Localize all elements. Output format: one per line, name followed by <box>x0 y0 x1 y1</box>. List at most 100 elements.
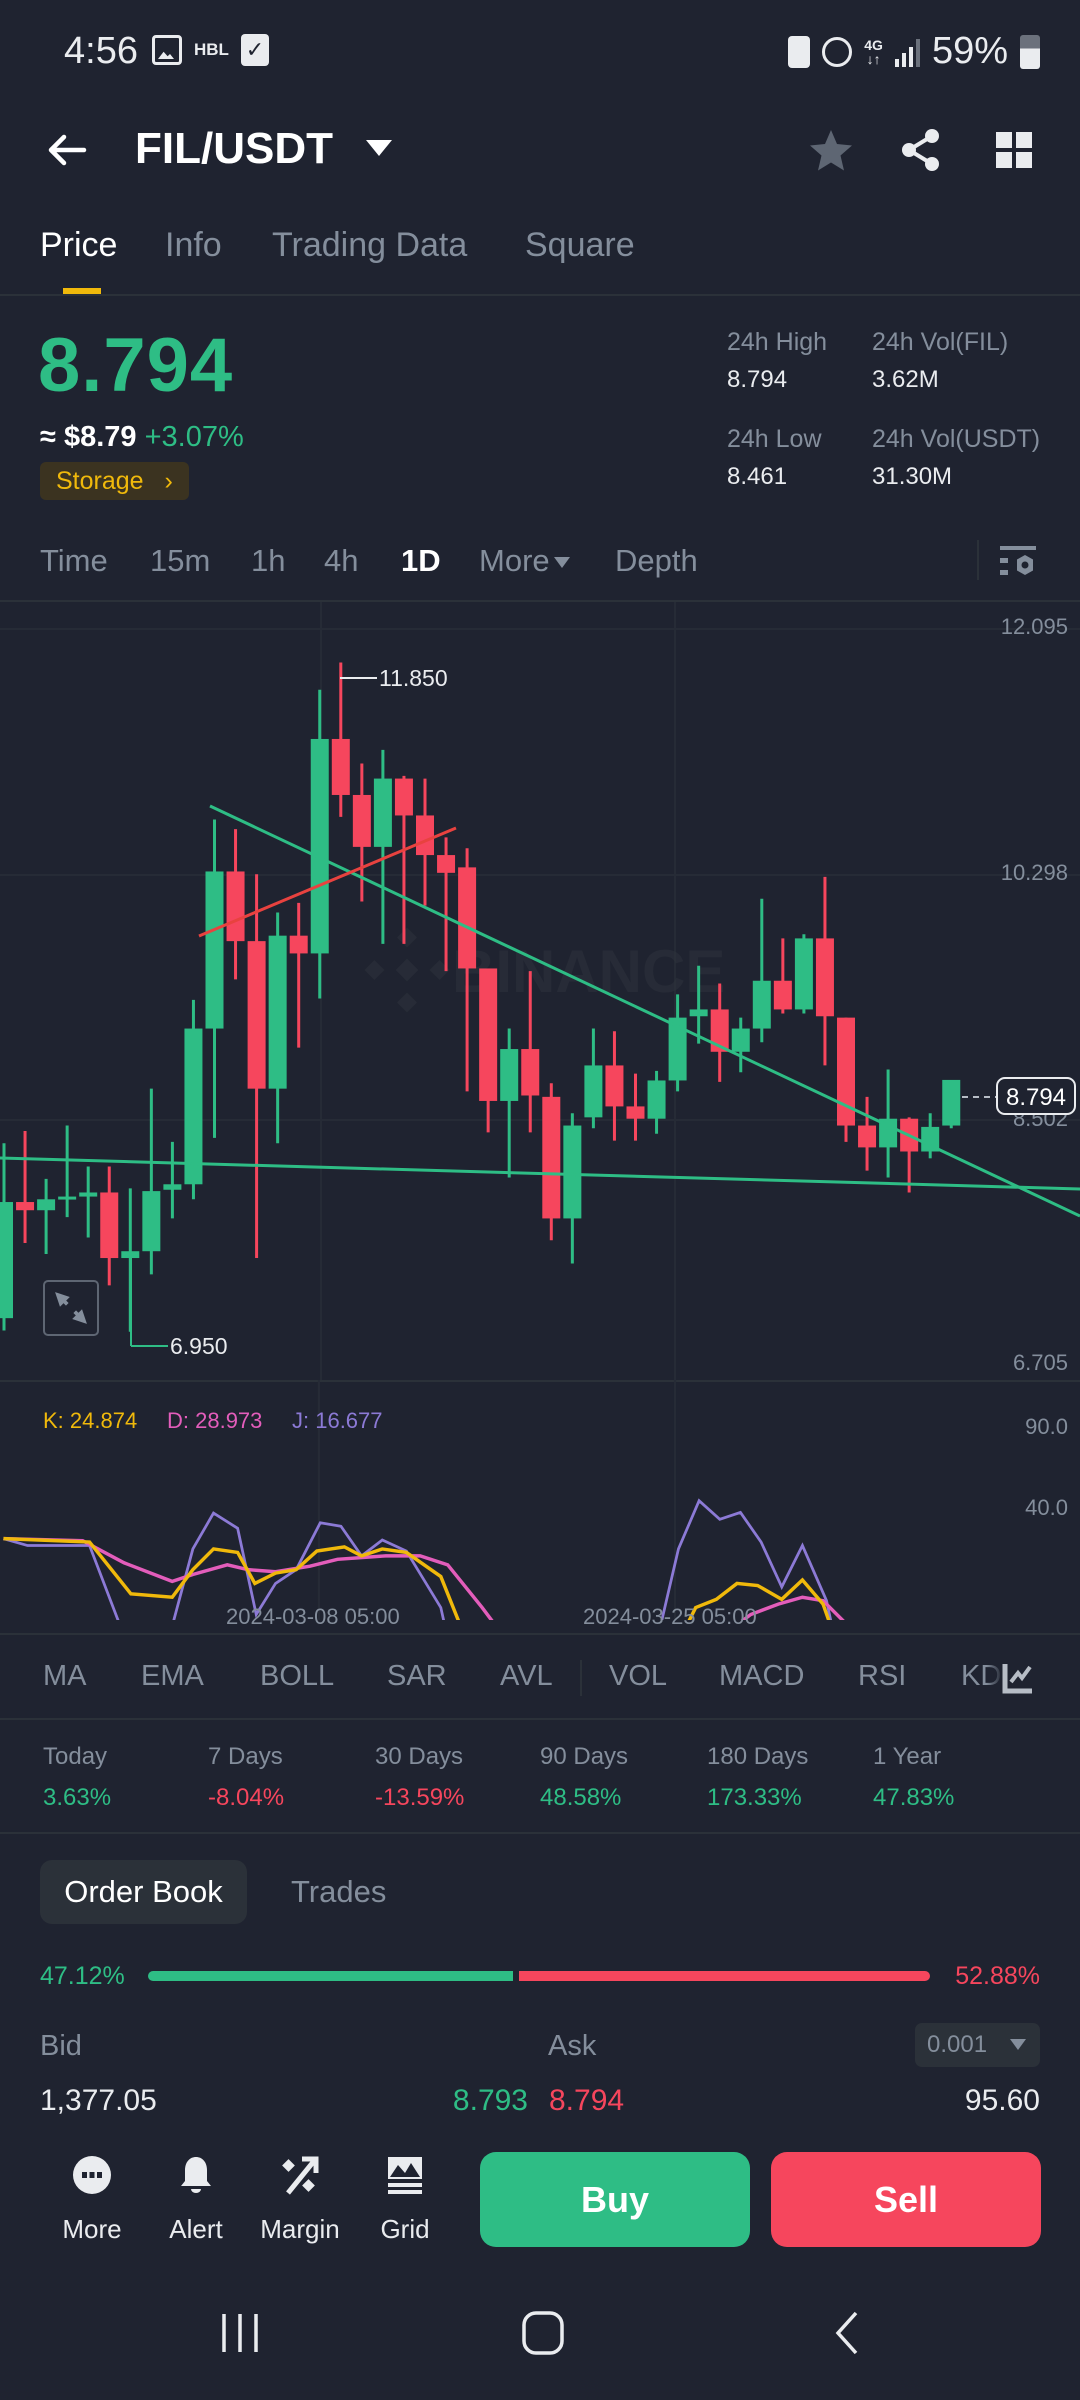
precision-select[interactable]: 0.001 <box>915 2023 1040 2067</box>
ask-price[interactable]: 8.794 <box>549 2084 625 2117</box>
buy-button[interactable]: Buy <box>480 2152 750 2247</box>
trendlines[interactable] <box>0 804 1080 1218</box>
precision-value: 0.001 <box>927 2031 988 2058</box>
candle-body <box>731 1028 750 1052</box>
interval-1h[interactable]: 1h <box>251 543 286 578</box>
bid-ratio-bar <box>148 1971 514 1981</box>
interval-15m[interactable]: 15m <box>150 543 211 578</box>
more-label: More <box>62 2214 122 2244</box>
svg-text:6.950: 6.950 <box>170 1333 228 1359</box>
performance-value: 48.58% <box>540 1784 622 1811</box>
binance-watermark: BINANCE <box>364 927 725 1013</box>
candle-body <box>794 938 813 1010</box>
star-icon[interactable] <box>807 126 855 174</box>
indicator-rsi[interactable]: RSI <box>858 1660 907 1692</box>
candle-body <box>289 935 308 954</box>
divider <box>0 1718 1080 1720</box>
grid-layout-icon[interactable] <box>990 126 1038 174</box>
performance-label: Today <box>43 1743 108 1770</box>
candle-body <box>58 1196 77 1200</box>
interval-more-label: More <box>479 543 550 578</box>
candlestick-chart[interactable]: BINANCE 11.850 6.950 <box>0 602 1080 1380</box>
price-subline: ≈ $8.79 +3.07% <box>40 421 244 454</box>
high-marker: 11.850 <box>340 665 448 691</box>
low-label: 24h Low <box>727 425 822 453</box>
tab-info[interactable]: Info <box>165 226 222 264</box>
tab-trades[interactable]: Trades <box>291 1874 387 1909</box>
indicator-vol[interactable]: VOL <box>609 1660 668 1692</box>
date-label: 2024-03-08 05:00 <box>226 1604 400 1629</box>
interval-depth[interactable]: Depth <box>615 543 698 578</box>
low-marker: 6.950 <box>130 1258 228 1359</box>
storage-tag[interactable]: Storage › <box>40 462 189 500</box>
interval-more[interactable]: More <box>479 543 570 579</box>
active-tab-indicator <box>63 288 101 295</box>
candle-body <box>394 778 413 816</box>
d-line <box>3 1536 845 1620</box>
sell-button[interactable]: Sell <box>771 2152 1041 2247</box>
vol-base-value: 3.62M <box>872 366 939 393</box>
price-axis-label: 12.095 <box>1000 614 1068 639</box>
ask-ratio: 52.88% <box>955 1962 1040 1990</box>
indicator-ema[interactable]: EMA <box>141 1660 204 1692</box>
share-icon[interactable] <box>897 126 945 174</box>
trendline[interactable] <box>0 1156 1080 1191</box>
divider <box>0 1832 1080 1834</box>
interval-1d[interactable]: 1D <box>401 543 441 578</box>
d-value: D: 28.973 <box>167 1408 263 1433</box>
gallery-notification-icon <box>152 35 182 65</box>
caret-down-icon <box>553 557 570 569</box>
bid-ratio: 47.12% <box>40 1962 125 1990</box>
ask-quantity: 95.60 <box>964 2084 1040 2117</box>
trendline[interactable] <box>198 826 457 938</box>
indicator-kdj[interactable]: KD <box>961 1660 1002 1692</box>
candle-body <box>479 968 498 1101</box>
kdj-indicator-chart <box>3 1380 845 1620</box>
indicator-ma[interactable]: MA <box>43 1660 87 1692</box>
margin-button[interactable]: Margin <box>250 2155 350 2245</box>
candle-body <box>773 980 792 1010</box>
back-arrow-icon[interactable] <box>44 128 88 172</box>
trendline[interactable] <box>209 804 1080 1218</box>
divider <box>977 540 979 580</box>
alert-button[interactable]: Alert <box>146 2155 246 2245</box>
interval-time[interactable]: Time <box>40 543 108 578</box>
interval-4h[interactable]: 4h <box>324 543 359 578</box>
bell-icon <box>181 2157 211 2193</box>
tab-order-book[interactable]: Order Book <box>40 1860 247 1924</box>
tab-square[interactable]: Square <box>525 226 635 264</box>
fullscreen-expand-icon[interactable] <box>43 1280 99 1336</box>
candle-body <box>458 867 477 969</box>
candle-body <box>268 935 287 1089</box>
caret-down-icon <box>1010 2039 1026 2050</box>
indicator-boll[interactable]: BOLL <box>260 1660 335 1692</box>
indicator-macd[interactable]: MACD <box>719 1660 805 1692</box>
more-button[interactable]: More <box>42 2155 142 2245</box>
indicator-settings-icon[interactable] <box>1002 1662 1034 1694</box>
grid-button[interactable]: Grid <box>355 2155 455 2245</box>
alarm-icon <box>822 36 853 67</box>
tab-price[interactable]: Price <box>40 226 118 264</box>
candles <box>0 662 961 1332</box>
divider <box>580 1660 582 1696</box>
indicator-sar[interactable]: SAR <box>387 1660 447 1692</box>
indicator-avl[interactable]: AVL <box>500 1660 553 1692</box>
bid-price[interactable]: 8.793 <box>452 2084 528 2117</box>
date-label: 2024-03-25 05:00 <box>583 1604 757 1629</box>
chart-settings-icon[interactable] <box>998 543 1038 583</box>
pair-dropdown-caret-icon[interactable] <box>366 140 392 156</box>
system-back-icon[interactable] <box>826 2310 866 2356</box>
performance-value: -13.59% <box>375 1784 465 1811</box>
chevron-right-icon: › <box>164 467 173 495</box>
pair-title[interactable]: FIL/USDT <box>135 124 333 173</box>
candle-body <box>879 1118 898 1148</box>
divider <box>0 294 1080 296</box>
recent-apps-icon[interactable] <box>218 2310 262 2356</box>
performance-label: 30 Days <box>375 1743 464 1770</box>
bid-quantity: 1,377.05 <box>40 2084 157 2117</box>
ask-ratio-bar <box>519 1971 930 1981</box>
candle-body <box>605 1065 624 1107</box>
tab-trading-data[interactable]: Trading Data <box>272 226 468 264</box>
home-icon[interactable] <box>520 2310 566 2356</box>
candle-body <box>500 1049 519 1101</box>
